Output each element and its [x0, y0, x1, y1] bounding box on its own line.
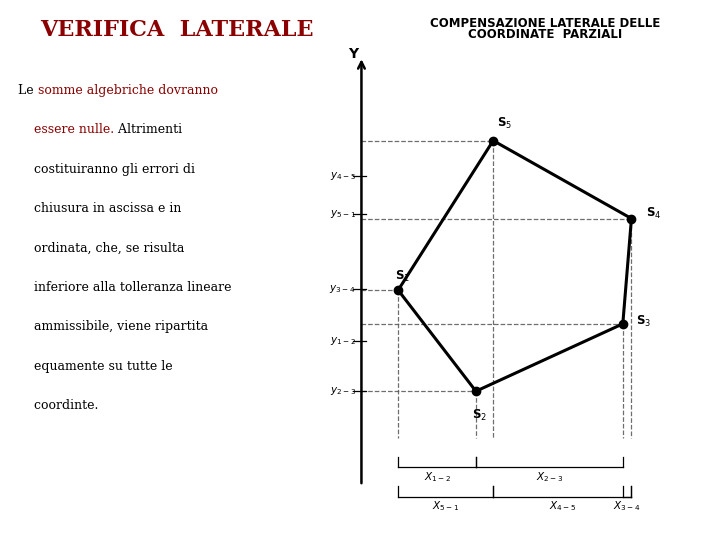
Text: y$_{1-2}$: y$_{1-2}$ [330, 335, 356, 347]
Text: y$_{2-3}$: y$_{2-3}$ [330, 385, 356, 397]
Text: S$_{3}$: S$_{3}$ [636, 314, 651, 329]
Text: S$_{5}$: S$_{5}$ [497, 116, 512, 131]
Text: costituiranno gli errori di: costituiranno gli errori di [18, 163, 195, 176]
Text: X$_{2-3}$: X$_{2-3}$ [536, 470, 563, 483]
Text: chiusura in ascissa e in: chiusura in ascissa e in [18, 202, 181, 215]
Text: y$_{4-5}$: y$_{4-5}$ [330, 171, 356, 183]
Text: ammissibile, viene ripartita: ammissibile, viene ripartita [18, 320, 208, 333]
Text: S$_{2}$: S$_{2}$ [472, 408, 487, 423]
Text: COORDINATE  PARZIALI: COORDINATE PARZIALI [468, 28, 622, 41]
Text: y$_{3-4}$: y$_{3-4}$ [330, 283, 356, 295]
Text: Altrimenti: Altrimenti [114, 123, 182, 136]
Text: S$_{4}$: S$_{4}$ [646, 206, 661, 221]
Text: S$_{1}$: S$_{1}$ [395, 269, 410, 284]
Text: Le: Le [18, 84, 37, 97]
Text: X$_{5-1}$: X$_{5-1}$ [432, 499, 459, 513]
Text: COMPENSAZIONE LATERALE DELLE: COMPENSAZIONE LATERALE DELLE [430, 17, 660, 30]
Text: inferiore alla tolleranza lineare: inferiore alla tolleranza lineare [18, 281, 232, 294]
Text: Y: Y [348, 46, 358, 60]
Text: essere nulle.: essere nulle. [34, 123, 114, 136]
Text: equamente su tutte le: equamente su tutte le [18, 360, 173, 373]
Text: ordinata, che, se risulta: ordinata, che, se risulta [18, 241, 184, 254]
Text: VERIFICA  LATERALE: VERIFICA LATERALE [40, 19, 313, 41]
Text: X$_{1-2}$: X$_{1-2}$ [423, 470, 451, 483]
Text: y$_{5-1}$: y$_{5-1}$ [330, 208, 356, 220]
Text: coordinte.: coordinte. [18, 399, 99, 412]
Text: X$_{3-4}$: X$_{3-4}$ [613, 499, 641, 513]
Text: somme algebriche dovranno: somme algebriche dovranno [37, 84, 217, 97]
Text: X$_{4-5}$: X$_{4-5}$ [549, 499, 576, 513]
